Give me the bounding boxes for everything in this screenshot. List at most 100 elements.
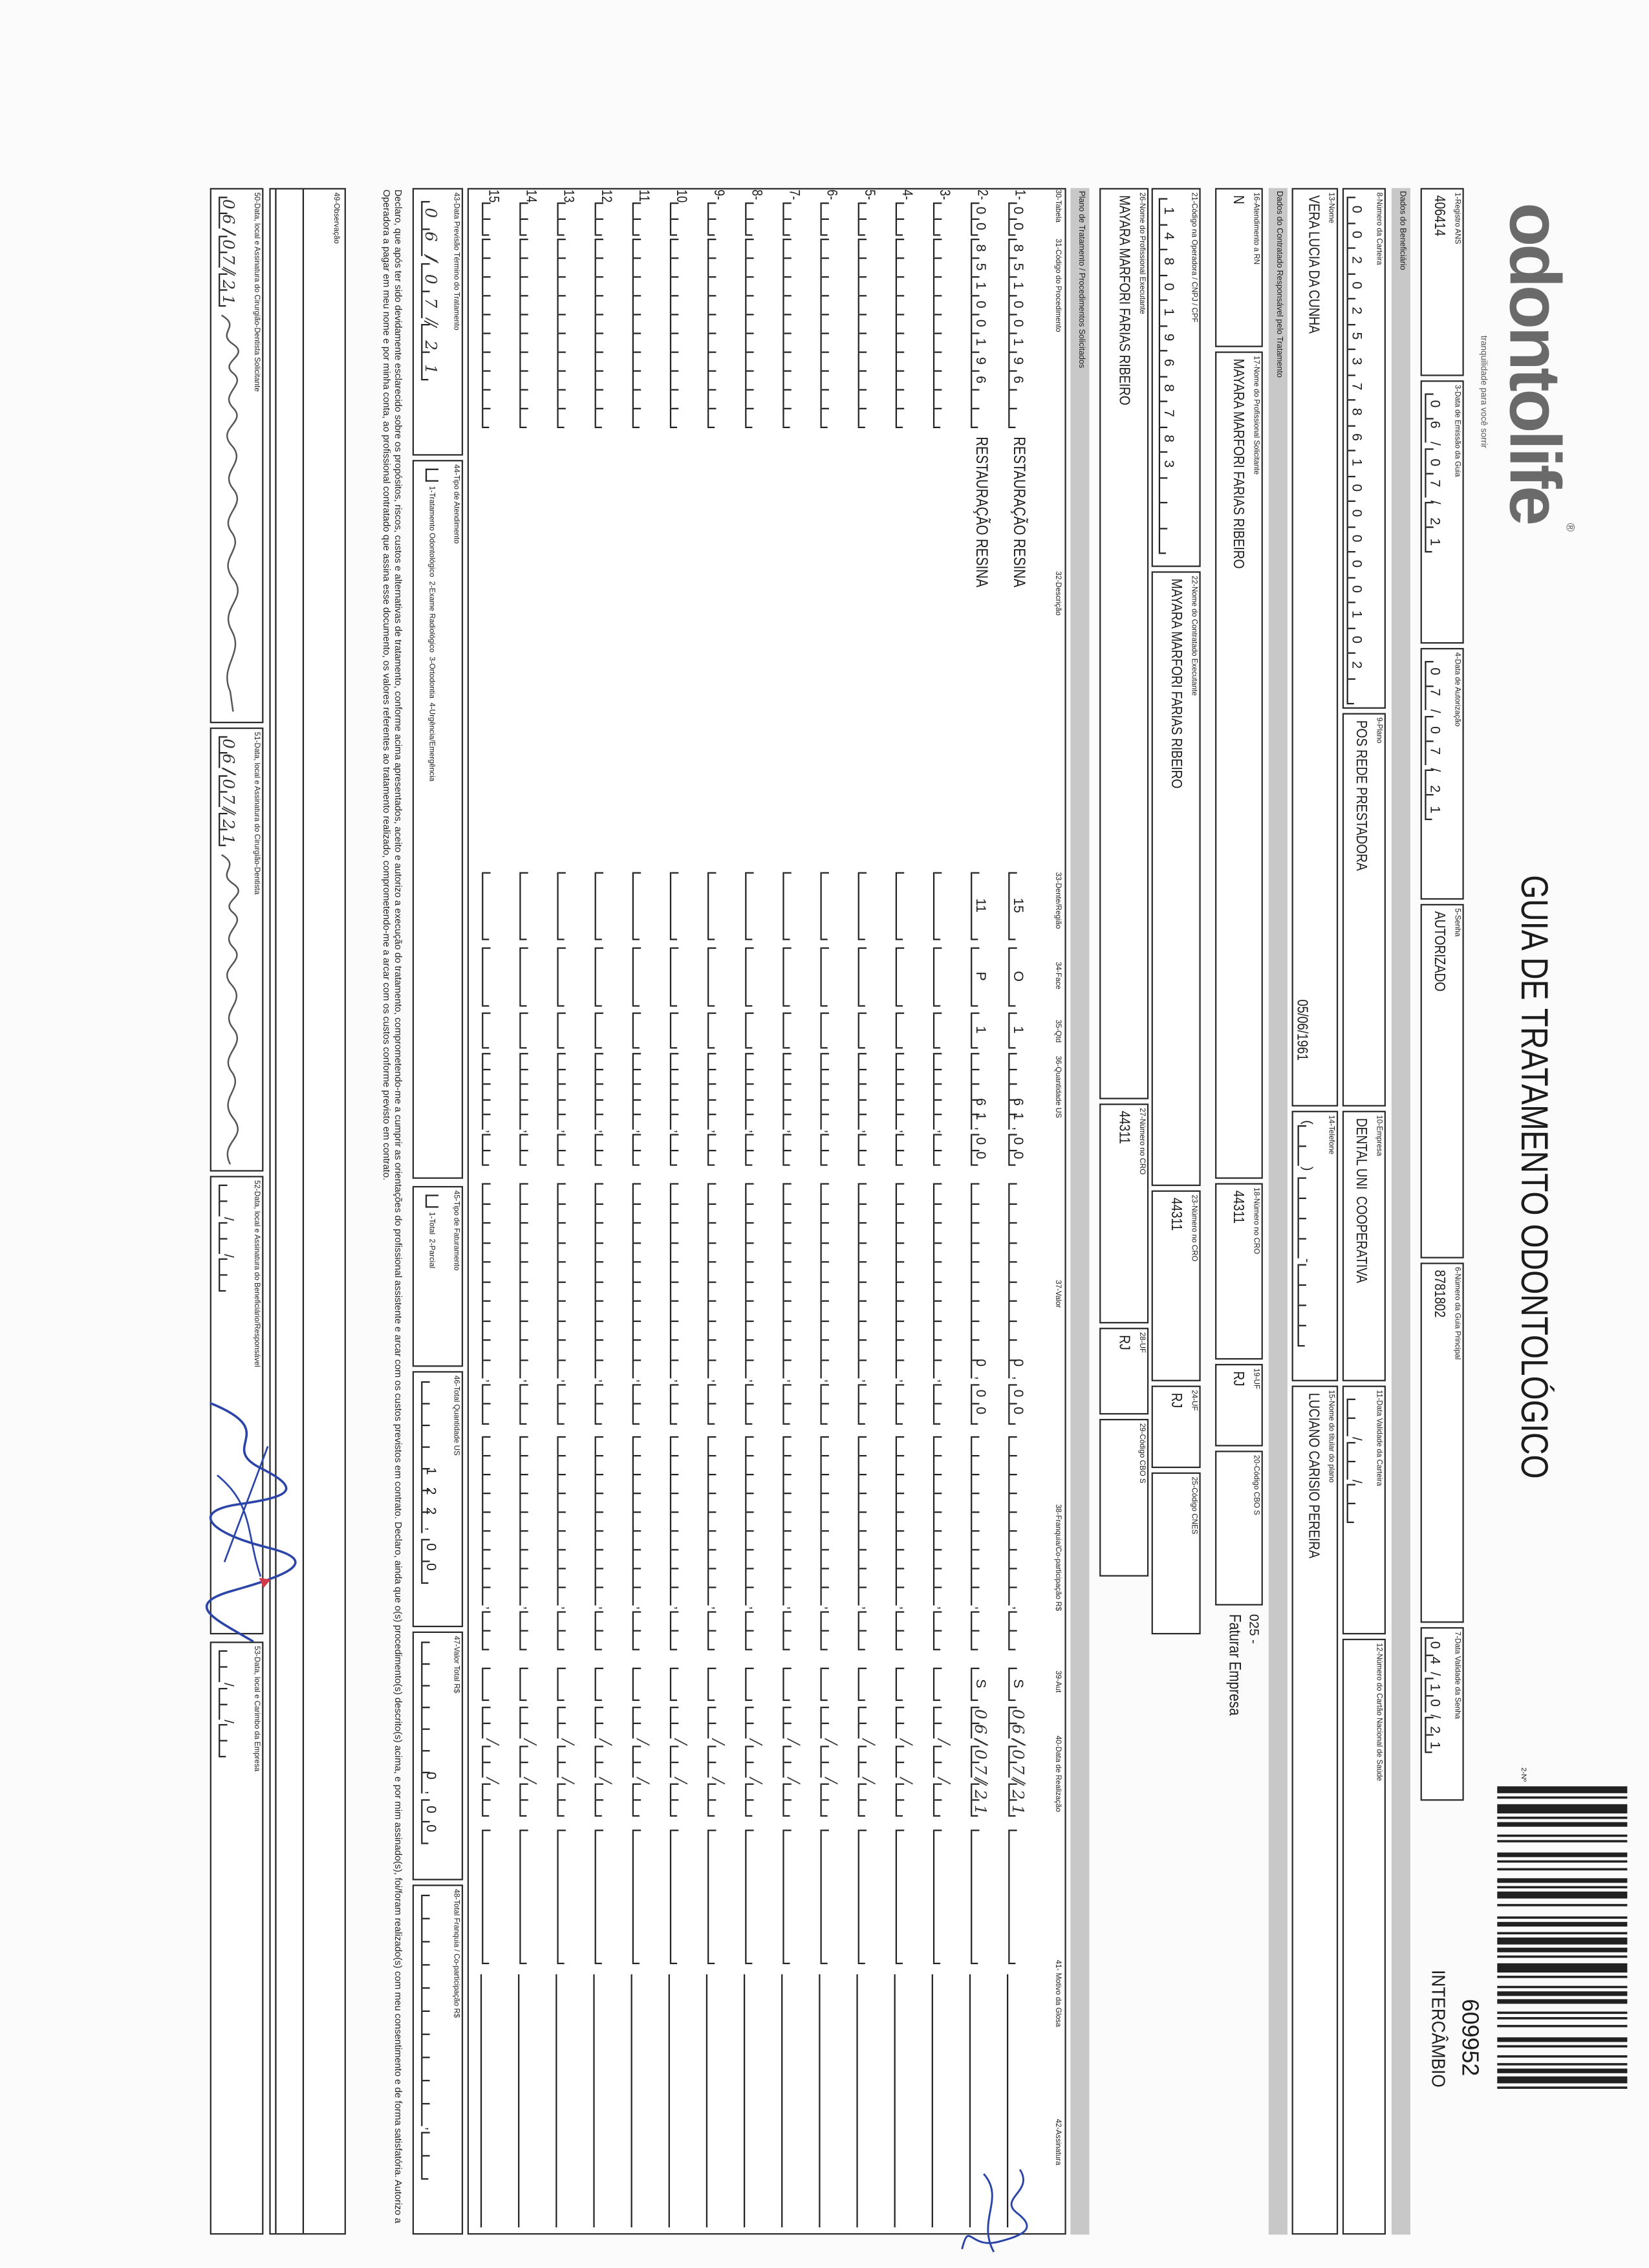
- qtd-us-input[interactable]: ,: [820, 1053, 839, 1165]
- aut-input[interactable]: [782, 1667, 802, 1701]
- face-input[interactable]: [632, 947, 651, 1007]
- valor-input[interactable]: ,: [707, 1183, 727, 1423]
- data-realizacao-input[interactable]: / /: [857, 1707, 878, 1817]
- aut-input[interactable]: [557, 1667, 576, 1701]
- assinatura-beneficiario-date[interactable]: / /: [219, 1184, 238, 1292]
- aut-input[interactable]: [932, 1667, 953, 1701]
- glosa-input[interactable]: [895, 1830, 914, 1964]
- assinatura-line[interactable]: [555, 1974, 559, 2228]
- total-franquia-input[interactable]: ,: [421, 1894, 440, 2179]
- data-realizacao-input[interactable]: / /: [745, 1707, 765, 1817]
- valor-input[interactable]: ,0,00: [1008, 1183, 1028, 1424]
- valor-input[interactable]: ,: [857, 1183, 877, 1423]
- dente-input[interactable]: 15: [1008, 872, 1028, 940]
- tabela-input[interactable]: [519, 202, 539, 235]
- franquia-input[interactable]: ,: [632, 1436, 651, 1650]
- dente-input[interactable]: [707, 872, 727, 940]
- franquia-input[interactable]: ,: [932, 1436, 953, 1650]
- franquia-input[interactable]: ,: [971, 1436, 990, 1650]
- valor-input[interactable]: ,: [895, 1183, 914, 1423]
- validade-senha-input[interactable]: //04/10/21: [1425, 1637, 1444, 1757]
- valor-input[interactable]: ,: [632, 1183, 651, 1423]
- valor-input[interactable]: ,: [745, 1183, 764, 1423]
- franquia-input[interactable]: ,: [669, 1436, 689, 1650]
- valor-input[interactable]: ,: [557, 1183, 576, 1423]
- franquia-input[interactable]: ,: [707, 1436, 727, 1650]
- atendimento-rn-value[interactable]: N: [1229, 195, 1247, 204]
- qtd-input[interactable]: 1: [971, 1012, 990, 1049]
- assinatura-line[interactable]: [894, 1974, 898, 2228]
- qtd-us-input[interactable]: ,: [632, 1053, 651, 1165]
- qtd-us-input[interactable]: ,61,00: [971, 1053, 990, 1166]
- aut-input[interactable]: [669, 1667, 689, 1701]
- plano-value[interactable]: POS REDE PRESTADORA: [1352, 720, 1370, 871]
- aut-input[interactable]: S: [971, 1667, 990, 1701]
- face-input[interactable]: [932, 947, 953, 1007]
- qtd-input[interactable]: [669, 1012, 689, 1049]
- tabela-input[interactable]: [782, 202, 802, 235]
- glosa-input[interactable]: [482, 1830, 501, 1964]
- face-input[interactable]: [594, 947, 614, 1007]
- franquia-input[interactable]: ,: [1008, 1436, 1028, 1650]
- dente-input[interactable]: [519, 872, 539, 940]
- qtd-input[interactable]: [594, 1012, 614, 1049]
- qtd-us-input[interactable]: ,: [594, 1053, 614, 1165]
- data-realizacao-input[interactable]: / /: [632, 1707, 652, 1817]
- glosa-input[interactable]: [707, 1830, 727, 1964]
- qtd-input[interactable]: [745, 1012, 764, 1049]
- cro-executante-value[interactable]: 44311: [1115, 1110, 1133, 1144]
- franquia-input[interactable]: ,: [820, 1436, 839, 1650]
- data-realizacao-input[interactable]: / /: [895, 1707, 916, 1817]
- codigo-input[interactable]: [482, 239, 501, 428]
- aut-input[interactable]: [632, 1667, 651, 1701]
- uf-executante-value[interactable]: RJ: [1115, 1335, 1133, 1350]
- qtd-us-input[interactable]: ,: [669, 1053, 689, 1165]
- assinatura-line[interactable]: [931, 1974, 935, 2228]
- assinatura-line[interactable]: [856, 1974, 859, 2228]
- qtd-us-input[interactable]: ,: [745, 1053, 764, 1165]
- valor-input[interactable]: ,: [669, 1183, 689, 1423]
- qtd-input[interactable]: [782, 1012, 802, 1049]
- valor-input[interactable]: ,: [519, 1183, 539, 1423]
- tabela-input[interactable]: [707, 202, 727, 235]
- qtd-input[interactable]: [932, 1012, 953, 1049]
- assinatura-line[interactable]: [743, 1974, 747, 2228]
- franquia-input[interactable]: ,: [482, 1436, 501, 1650]
- assinatura-line[interactable]: [518, 1974, 521, 2228]
- qtd-us-input[interactable]: ,: [895, 1053, 914, 1165]
- glosa-input[interactable]: [782, 1830, 802, 1964]
- assinatura-line[interactable]: [480, 1974, 484, 2228]
- franquia-input[interactable]: ,: [557, 1436, 576, 1650]
- tabela-input[interactable]: [482, 202, 501, 235]
- aut-input[interactable]: [707, 1667, 727, 1701]
- valor-input[interactable]: ,: [594, 1183, 614, 1423]
- valor-input[interactable]: ,: [782, 1183, 802, 1423]
- codigo-input[interactable]: [932, 239, 953, 428]
- franquia-input[interactable]: ,: [782, 1436, 802, 1650]
- codigo-input[interactable]: [557, 239, 576, 428]
- assinatura-line[interactable]: [668, 1974, 672, 2228]
- aut-input[interactable]: [857, 1667, 877, 1701]
- valor-input[interactable]: ,: [482, 1183, 501, 1423]
- codigo-input[interactable]: [669, 239, 689, 428]
- valor-input[interactable]: ,: [932, 1183, 953, 1423]
- tabela-input[interactable]: [557, 202, 576, 235]
- assinatura-solicitante-date[interactable]: //06/07/21: [219, 197, 239, 310]
- qtd-us-input[interactable]: ,: [857, 1053, 877, 1165]
- dente-input[interactable]: [895, 872, 914, 940]
- cro-contratado-value[interactable]: 44311: [1167, 1197, 1185, 1231]
- prof-solicitante-value[interactable]: MAYARA MARFORI FARIAS RIBEIRO: [1229, 358, 1247, 569]
- glosa-input[interactable]: [1008, 1830, 1028, 1964]
- data-autorizacao-input[interactable]: //07/07/21: [1425, 661, 1444, 826]
- qtd-us-input[interactable]: ,: [782, 1053, 802, 1165]
- dente-input[interactable]: [482, 872, 501, 940]
- codigo-input[interactable]: [820, 239, 839, 428]
- face-input[interactable]: [519, 947, 539, 1007]
- face-input[interactable]: O: [1008, 947, 1028, 1007]
- codigo-input[interactable]: [632, 239, 651, 428]
- telefone-input[interactable]: () -: [1297, 1119, 1317, 1346]
- tipo-atendimento-checkbox[interactable]: [425, 468, 439, 482]
- codigo-input[interactable]: [857, 239, 877, 428]
- glosa-input[interactable]: [557, 1830, 576, 1964]
